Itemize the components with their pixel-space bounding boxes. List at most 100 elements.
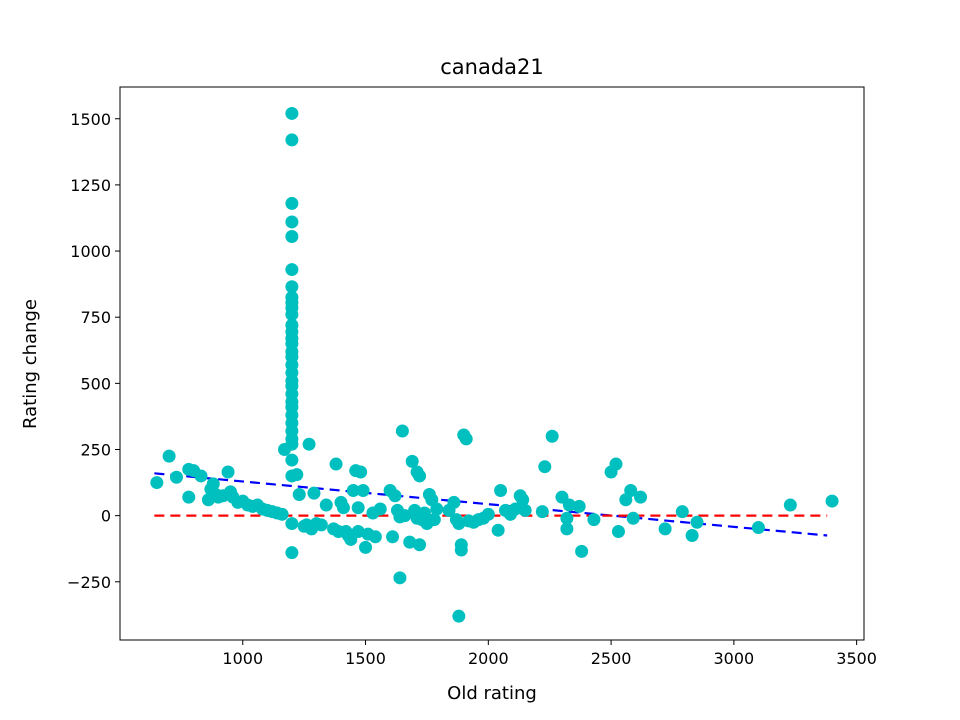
data-point <box>494 484 508 498</box>
data-point <box>447 495 461 509</box>
data-point <box>545 429 559 443</box>
data-point <box>221 465 235 479</box>
data-point <box>182 490 196 504</box>
data-point <box>285 133 299 147</box>
data-point <box>685 528 699 542</box>
data-point <box>285 229 299 243</box>
data-point <box>560 511 574 525</box>
data-point <box>658 522 672 536</box>
data-point <box>413 538 427 552</box>
data-point <box>275 507 289 521</box>
data-point <box>587 513 601 527</box>
data-point <box>368 530 382 544</box>
data-point <box>562 498 576 512</box>
x-tick-label: 1000 <box>222 649 263 668</box>
data-point <box>783 498 797 512</box>
data-point <box>356 484 370 498</box>
data-point <box>825 494 839 508</box>
data-point <box>292 487 306 501</box>
y-axis: −250 0 250 500 750 1000 1250 1500 <box>67 110 120 592</box>
data-point <box>417 506 431 520</box>
x-tick-label: 2500 <box>591 649 632 668</box>
x-tick-label: 2000 <box>468 649 509 668</box>
data-point <box>572 499 586 513</box>
data-point <box>481 507 495 521</box>
data-point <box>194 469 208 483</box>
data-point <box>206 477 220 491</box>
data-point <box>518 503 532 517</box>
data-point <box>285 280 299 294</box>
data-point <box>395 424 409 438</box>
x-axis: 1000 1500 2000 2500 3000 3500 <box>222 640 877 668</box>
data-point <box>290 468 304 482</box>
plot-frame <box>119 86 865 641</box>
points-layer <box>150 106 839 623</box>
x-tick-label: 3500 <box>836 649 877 668</box>
data-point <box>452 517 466 531</box>
data-point <box>386 530 400 544</box>
data-point <box>405 454 419 468</box>
data-point <box>169 470 183 484</box>
data-point <box>675 505 689 519</box>
data-point <box>751 521 765 535</box>
data-point <box>575 544 589 558</box>
y-tick-label: 0 <box>101 507 111 526</box>
data-point <box>393 571 407 585</box>
data-point <box>624 484 638 498</box>
data-point <box>302 437 316 451</box>
data-point <box>285 308 299 322</box>
data-point <box>336 501 350 515</box>
data-point <box>516 493 530 507</box>
y-tick-label: 500 <box>80 374 111 393</box>
data-point <box>314 518 328 532</box>
data-point <box>319 498 333 512</box>
data-point <box>285 546 299 560</box>
data-point <box>285 263 299 277</box>
y-tick-label: 750 <box>80 308 111 327</box>
data-point <box>150 476 164 490</box>
data-point <box>285 106 299 120</box>
data-point <box>491 523 505 537</box>
data-point <box>285 215 299 229</box>
trend-line <box>154 472 828 537</box>
y-tick-label: 250 <box>80 440 111 459</box>
data-point <box>351 525 365 539</box>
data-point <box>690 515 704 529</box>
data-point <box>560 522 574 536</box>
data-point <box>359 540 373 554</box>
y-tick-label: −250 <box>67 573 111 592</box>
data-point <box>454 538 468 552</box>
data-point <box>430 502 444 516</box>
data-point <box>285 517 299 531</box>
data-point <box>285 437 299 451</box>
data-point <box>427 513 441 527</box>
chart-title: canada21 <box>440 55 544 79</box>
data-point <box>354 465 368 479</box>
data-point <box>452 609 466 623</box>
data-point <box>611 525 625 539</box>
data-point <box>398 509 412 523</box>
x-tick-label: 3000 <box>714 649 755 668</box>
y-tick-label: 1000 <box>70 242 111 261</box>
data-point <box>285 196 299 210</box>
data-point <box>329 457 343 471</box>
x-tick-label: 1500 <box>345 649 386 668</box>
data-point <box>373 502 387 516</box>
data-point <box>508 502 522 516</box>
data-point <box>634 490 648 504</box>
data-point <box>535 505 549 519</box>
y-axis-label: Rating change <box>20 299 41 429</box>
data-point <box>413 469 427 483</box>
y-tick-label: 1250 <box>70 176 111 195</box>
data-point <box>285 453 299 467</box>
x-axis-label: Old rating <box>447 683 537 704</box>
data-point <box>351 501 365 515</box>
data-point <box>403 535 417 549</box>
data-point <box>609 457 623 471</box>
y-tick-label: 1500 <box>70 110 111 129</box>
data-point <box>307 486 321 500</box>
data-point <box>459 432 473 446</box>
data-point <box>346 484 360 498</box>
